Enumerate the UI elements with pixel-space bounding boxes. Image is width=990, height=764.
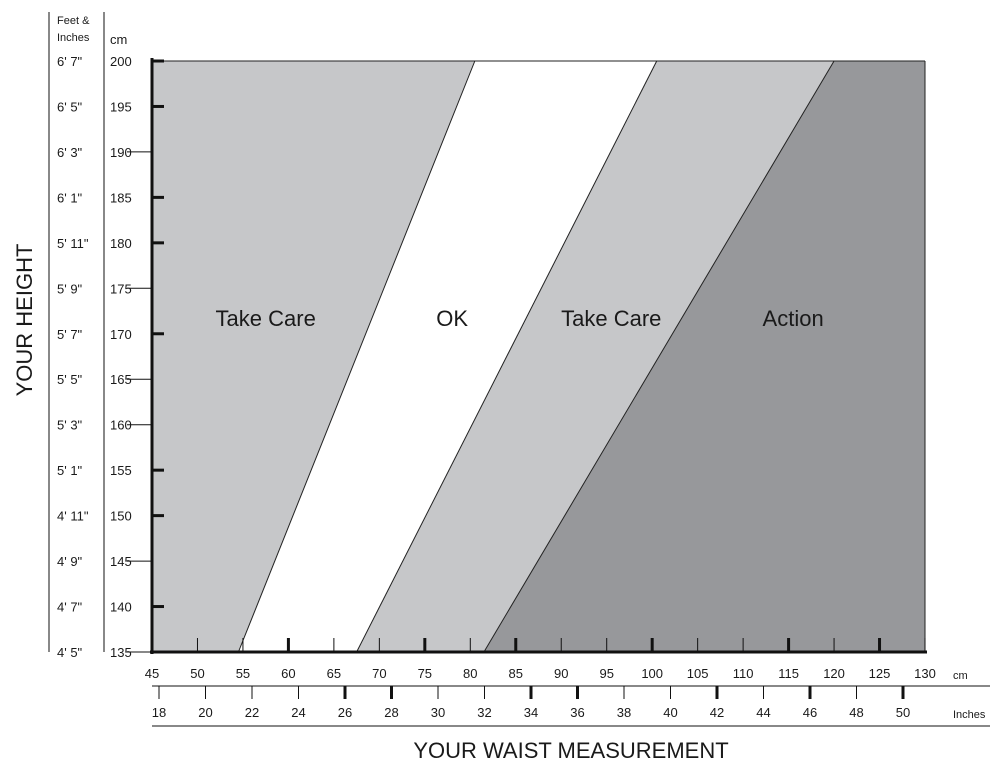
zone-label: Action <box>763 306 824 331</box>
x-axis-title: YOUR WAIST MEASUREMENT <box>413 738 728 763</box>
x-tick-label-cm: 125 <box>869 666 891 681</box>
x-tick-label-cm: 85 <box>509 666 523 681</box>
x-tick-label-inches: 20 <box>198 705 212 720</box>
x-tick-label-inches: 36 <box>570 705 584 720</box>
y-tick-label-feet: 4' 5" <box>57 645 83 660</box>
y-tick-label-cm: 135 <box>110 645 132 660</box>
y-tick-label-cm: 185 <box>110 190 132 205</box>
x-tick-label-cm: 95 <box>599 666 613 681</box>
zone-area-take-care-left <box>152 61 475 652</box>
zone-area-ok <box>238 61 657 652</box>
x-tick-label-cm: 60 <box>281 666 295 681</box>
y-tick-label-feet: 6' 7" <box>57 54 83 69</box>
x-tick-label-inches: 46 <box>803 705 817 720</box>
y-tick-label-cm: 200 <box>110 54 132 69</box>
y-tick-label-cm: 160 <box>110 418 132 433</box>
y-tick-label-cm: 180 <box>110 236 132 251</box>
y-tick-label-feet: 5' 5" <box>57 372 83 387</box>
y-tick-label-cm: 140 <box>110 600 132 615</box>
zone-boundary-line-3 <box>483 60 835 653</box>
x-unit-label-cm: cm <box>953 670 968 682</box>
x-tick-label-inches: 32 <box>477 705 491 720</box>
x-unit-label-inches: Inches <box>953 709 986 721</box>
zone-area-action <box>483 61 925 652</box>
x-tick-label-inches: 42 <box>710 705 724 720</box>
y-tick-label-feet: 5' 9" <box>57 281 83 296</box>
x-tick-label-cm: 70 <box>372 666 386 681</box>
y-tick-label-cm: 150 <box>110 509 132 524</box>
y-tick-label-feet: 6' 3" <box>57 145 83 160</box>
x-tick-label-inches: 48 <box>849 705 863 720</box>
y-header-feet-line2: Inches <box>57 32 90 44</box>
y-header-feet-line1: Feet & <box>57 15 90 27</box>
x-tick-label-cm: 55 <box>236 666 250 681</box>
y-tick-label-feet: 5' 3" <box>57 418 83 433</box>
x-tick-label-cm: 75 <box>418 666 432 681</box>
y-tick-label-feet: 6' 5" <box>57 99 83 114</box>
zone-label: OK <box>436 306 468 331</box>
x-tick-label-inches: 34 <box>524 705 538 720</box>
x-tick-label-inches: 26 <box>338 705 352 720</box>
y-tick-label-cm: 170 <box>110 327 132 342</box>
x-tick-label-cm: 115 <box>778 666 799 681</box>
x-tick-label-cm: 45 <box>145 666 159 681</box>
x-tick-label-inches: 44 <box>756 705 770 720</box>
x-tick-label-inches: 38 <box>617 705 631 720</box>
y-tick-label-cm: 190 <box>110 145 132 160</box>
y-tick-label-feet: 4' 11" <box>57 509 89 524</box>
x-tick-label-inches: 40 <box>663 705 677 720</box>
y-axis-title: YOUR HEIGHT <box>12 244 37 397</box>
y-tick-label-feet: 5' 1" <box>57 463 83 478</box>
x-tick-label-inches: 24 <box>291 705 305 720</box>
y-tick-label-cm: 145 <box>110 554 132 569</box>
x-tick-label-cm: 130 <box>914 666 936 681</box>
x-tick-label-cm: 80 <box>463 666 477 681</box>
x-tick-label-cm: 100 <box>641 666 663 681</box>
y-tick-label-cm: 165 <box>110 372 132 387</box>
y-header-cm: cm <box>110 32 127 47</box>
y-header-feet: Feet & Inches <box>57 15 90 44</box>
y-tick-label-feet: 5' 7" <box>57 327 83 342</box>
y-tick-label-feet: 5' 11" <box>57 236 89 251</box>
x-tick-label-inches: 22 <box>245 705 259 720</box>
x-tick-label-cm: 120 <box>823 666 845 681</box>
zone-label: Take Care <box>216 306 316 331</box>
x-tick-label-cm: 105 <box>687 666 709 681</box>
x-tick-label-cm: 110 <box>733 666 754 681</box>
y-tick-label-cm: 195 <box>110 99 132 114</box>
x-tick-label-inches: 50 <box>896 705 910 720</box>
y-tick-label-cm: 155 <box>110 463 132 478</box>
x-tick-label-inches: 28 <box>384 705 398 720</box>
y-tick-label-feet: 6' 1" <box>57 190 83 205</box>
zone-boundary-line-1 <box>237 60 476 653</box>
x-tick-label-cm: 50 <box>190 666 204 681</box>
y-tick-label-feet: 4' 9" <box>57 554 83 569</box>
zone-label: Take Care <box>561 306 661 331</box>
x-tick-label-inches: 18 <box>152 705 166 720</box>
zone-area-take-care-right <box>356 61 835 652</box>
x-tick-label-cm: 90 <box>554 666 568 681</box>
x-tick-label-inches: 30 <box>431 705 445 720</box>
x-tick-label-cm: 65 <box>327 666 341 681</box>
zone-boundary-line-2 <box>356 60 658 653</box>
y-tick-label-cm: 175 <box>110 281 132 296</box>
y-tick-label-feet: 4' 7" <box>57 600 83 615</box>
